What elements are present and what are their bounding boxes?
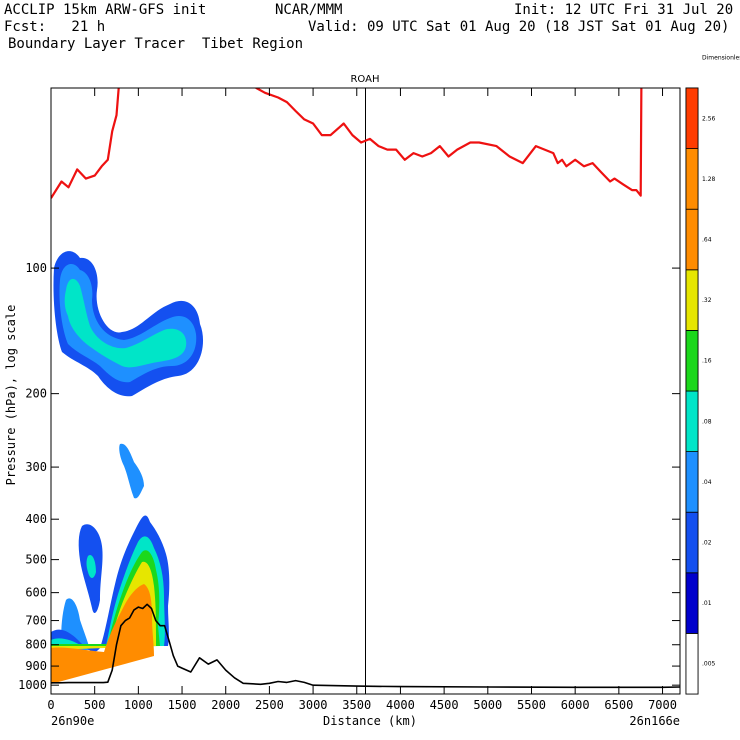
x-tick-label-3000: 3000 bbox=[299, 698, 328, 712]
header-init: Init: 12 UTC Fri 31 Jul 20 bbox=[514, 2, 734, 18]
x-tick-label-4500: 4500 bbox=[430, 698, 459, 712]
colorbar-label-7: .64 bbox=[702, 237, 712, 244]
tracer-upper-cyan bbox=[64, 278, 187, 368]
y-tick-label-100: 100 bbox=[25, 261, 47, 275]
chart-title: ROAH bbox=[350, 74, 379, 85]
colorbar: .005 .01 .02 .04 .08 .16 .32 .64 1.28 2.56 Dimensi… bbox=[685, 55, 740, 695]
colorbar-label-10: Dimensionless bbox=[702, 55, 740, 62]
colorbar-cell-7 bbox=[685, 208, 699, 271]
x-tick-label-2000: 2000 bbox=[211, 698, 240, 712]
colorbar-label-2: .02 bbox=[702, 540, 712, 547]
x-tick-label-4000: 4000 bbox=[386, 698, 415, 712]
x-tick-label-1000: 1000 bbox=[124, 698, 153, 712]
y-tick-label-700: 700 bbox=[25, 614, 47, 628]
header-valid: Valid: 09 UTC Sat 01 Aug 20 (18 JST Sat … bbox=[308, 19, 730, 35]
colorbar-cell-9 bbox=[685, 87, 699, 149]
colorbar-cell-8 bbox=[685, 148, 699, 210]
colorbar-label-9: 2.56 bbox=[702, 115, 716, 122]
tropopause-line bbox=[51, 88, 643, 199]
colorbar-label-4: .08 bbox=[702, 418, 712, 425]
plot-frame bbox=[50, 87, 681, 695]
colorbar-label-6: .32 bbox=[702, 297, 712, 304]
y-tick-label-200: 200 bbox=[25, 387, 47, 401]
header-model: ACCLIP 15km ARW-GFS init bbox=[4, 2, 207, 18]
x-tick-label-5000: 5000 bbox=[473, 698, 502, 712]
terrain-line bbox=[51, 603, 680, 689]
colorbar-label-3: .04 bbox=[702, 479, 712, 486]
header-center: NCAR/MMM bbox=[275, 2, 343, 18]
y-tick-label-600: 600 bbox=[25, 586, 47, 600]
colorbar-cell-4 bbox=[685, 390, 699, 452]
colorbar-label-0: .005 bbox=[702, 661, 716, 668]
y-tick-label-800: 800 bbox=[25, 638, 47, 652]
colorbar-cell-1 bbox=[685, 572, 699, 634]
y-tick-label-400: 400 bbox=[25, 512, 47, 526]
header-product: Boundary Layer Tracer Tibet Region bbox=[8, 36, 304, 52]
x-tick-label-6500: 6500 bbox=[604, 698, 633, 712]
x-tick-label-7000: 7000 bbox=[648, 698, 677, 712]
x-tick-label-1500: 1500 bbox=[168, 698, 197, 712]
x-end-label: 26n166e bbox=[629, 714, 680, 728]
colorbar-cell-3 bbox=[685, 451, 699, 513]
tracer-bl-orange bbox=[51, 584, 154, 684]
y-tick-label-900: 900 bbox=[25, 659, 47, 673]
x-tick-label-6000: 6000 bbox=[561, 698, 590, 712]
x-tick-label-2500: 2500 bbox=[255, 698, 284, 712]
y-tick-label-500: 500 bbox=[25, 553, 47, 567]
x-start-label: 26n90e bbox=[51, 714, 94, 728]
colorbar-label-1: .01 bbox=[702, 600, 712, 607]
colorbar-cell-0 bbox=[685, 633, 699, 695]
x-tick-label-5500: 5500 bbox=[517, 698, 546, 712]
colorbar-label-5: .16 bbox=[702, 358, 712, 365]
colorbar-label-8: 1.28 bbox=[702, 176, 716, 183]
y-tick-label-1000: 1000 bbox=[18, 678, 47, 692]
x-tick-label-0: 0 bbox=[47, 698, 54, 712]
x-tick-label-500: 500 bbox=[84, 698, 106, 712]
tracer-fill-group bbox=[51, 251, 204, 684]
colorbar-cell-6 bbox=[685, 269, 699, 331]
colorbar-cell-2 bbox=[685, 511, 699, 574]
tracer-mid-streak bbox=[119, 443, 144, 499]
tracer-lower-left-cyan bbox=[86, 554, 96, 578]
header-fcst: Fcst: 21 h bbox=[4, 19, 106, 35]
y-axis-label: Pressure (hPa), log scale bbox=[4, 305, 18, 486]
x-axis-label: Distance (km) bbox=[323, 714, 417, 728]
y-tick-label-300: 300 bbox=[25, 460, 47, 474]
colorbar-cell-5 bbox=[685, 329, 699, 392]
x-tick-label-3500: 3500 bbox=[342, 698, 371, 712]
